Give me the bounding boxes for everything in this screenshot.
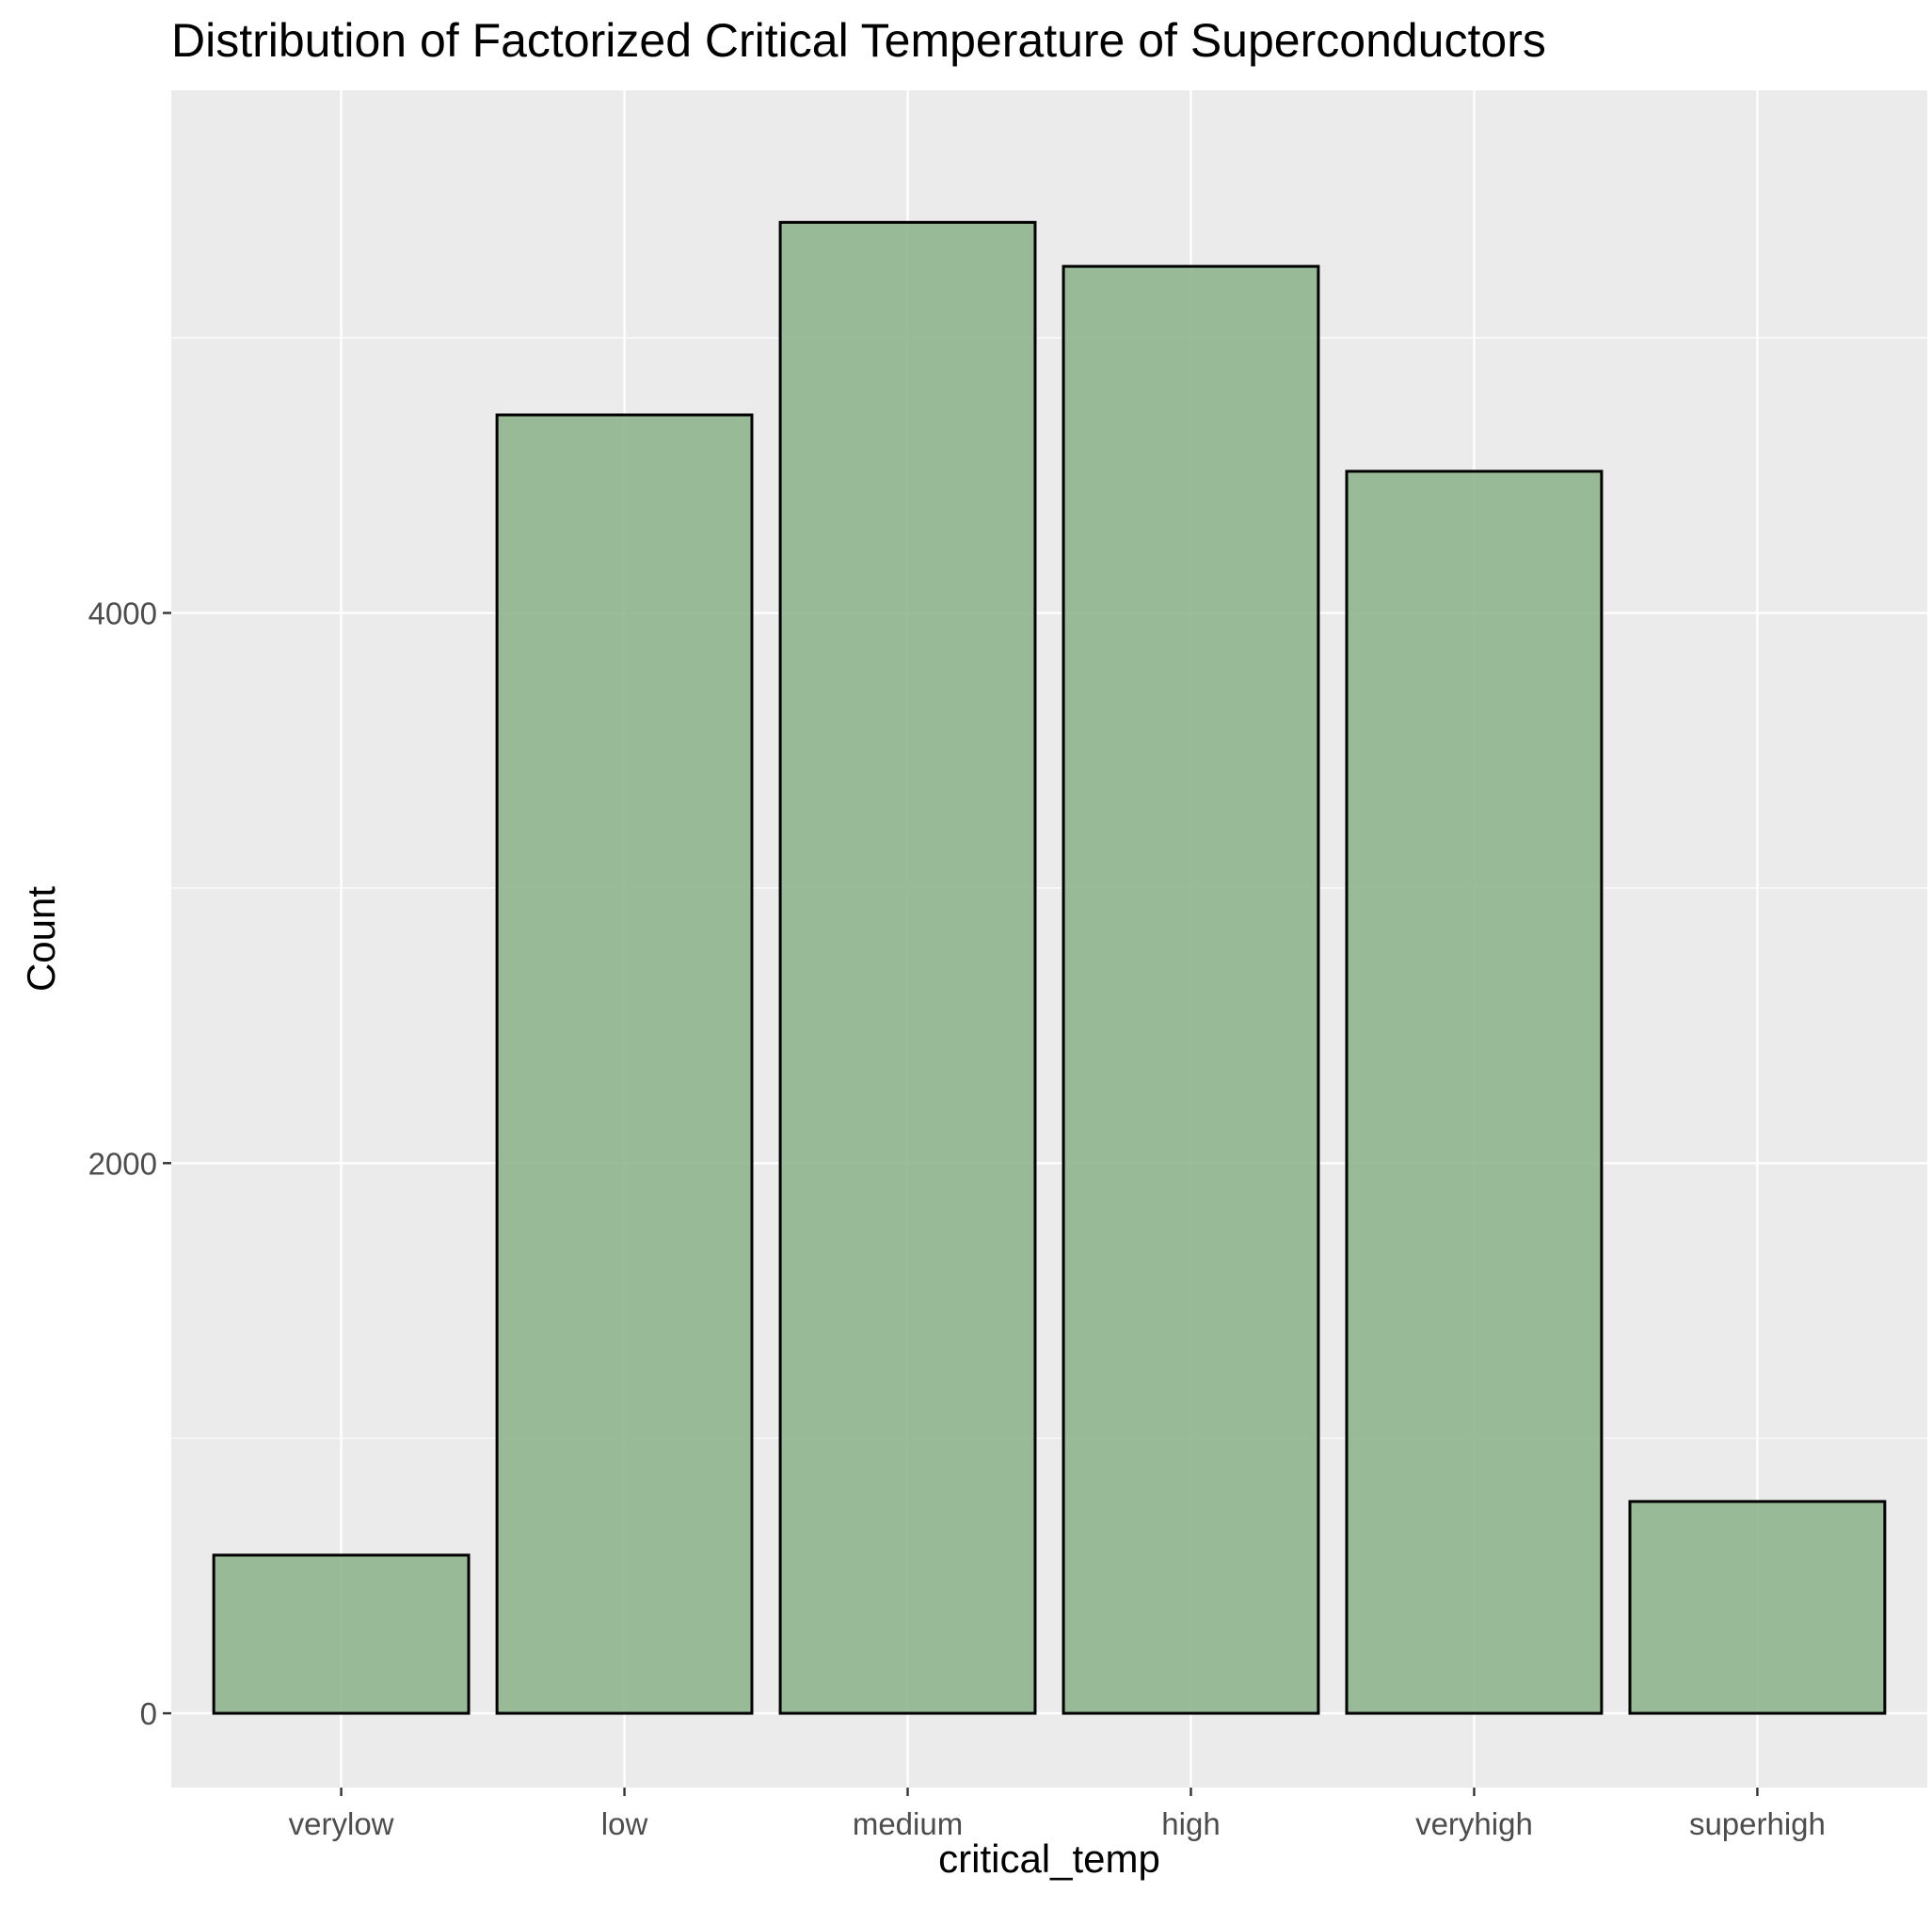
x-tick-label: superhigh	[1689, 1806, 1826, 1841]
y-axis-title: Count	[19, 886, 63, 992]
x-tick-label: high	[1161, 1806, 1220, 1841]
x-tick-label: veryhigh	[1415, 1806, 1533, 1841]
bar-high	[1062, 264, 1320, 1715]
minor-gridlines	[171, 337, 1927, 1439]
bar-veryhigh	[1345, 469, 1604, 1715]
x-axis: verylow low medium high veryhigh superhigh	[289, 1788, 1826, 1841]
y-axis: 0 2000 4000	[88, 596, 171, 1731]
bar-superhigh	[1628, 1500, 1887, 1715]
bar-verylow	[212, 1553, 471, 1715]
x-axis-title: critical_temp	[938, 1836, 1160, 1881]
bar-low	[495, 413, 754, 1715]
y-tick-label: 0	[140, 1696, 157, 1731]
bars-group	[212, 220, 1887, 1715]
y-tick-label: 4000	[88, 596, 157, 631]
x-tick-label: medium	[853, 1806, 963, 1841]
x-tick-label: low	[601, 1806, 648, 1841]
y-tick-label: 2000	[88, 1146, 157, 1181]
chart-title: Distribution of Factorized Critical Temp…	[171, 14, 1546, 67]
x-tick-label: verylow	[289, 1806, 394, 1841]
bar-medium	[778, 220, 1037, 1715]
